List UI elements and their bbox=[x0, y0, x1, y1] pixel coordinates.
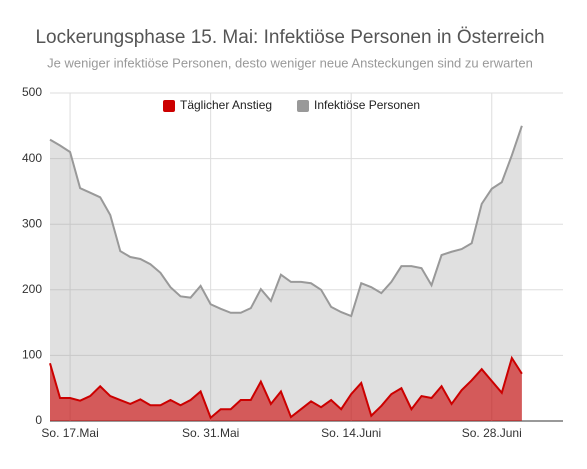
chart-subtitle: Je weniger infektiöse Personen, desto we… bbox=[47, 55, 533, 70]
line bbox=[49, 355, 523, 420]
y-tick-label: 100 bbox=[22, 348, 42, 362]
y-tick-label: 200 bbox=[22, 282, 42, 296]
y-tick-label: 300 bbox=[22, 216, 42, 230]
x-tick-label: So. 14.Juni bbox=[321, 426, 381, 440]
area bbox=[50, 125, 522, 422]
line bbox=[49, 125, 523, 318]
x-tick-label: So. 28.Juni bbox=[462, 426, 522, 440]
x-tick-label: So. 31.Mai bbox=[182, 426, 239, 440]
y-tick-label: 0 bbox=[35, 413, 42, 427]
legend-swatch bbox=[297, 100, 309, 112]
x-tick-label: So. 17.Mai bbox=[41, 426, 98, 440]
area bbox=[50, 358, 522, 421]
legend-label: Täglicher Anstieg bbox=[180, 98, 272, 112]
legend-swatch bbox=[163, 100, 175, 112]
y-tick-label: 500 bbox=[22, 85, 42, 99]
y-tick-label: 400 bbox=[22, 151, 42, 165]
legend-label: Infektiöse Personen bbox=[314, 98, 420, 112]
chart-title: Lockerungsphase 15. Mai: Infektiöse Pers… bbox=[35, 27, 544, 48]
